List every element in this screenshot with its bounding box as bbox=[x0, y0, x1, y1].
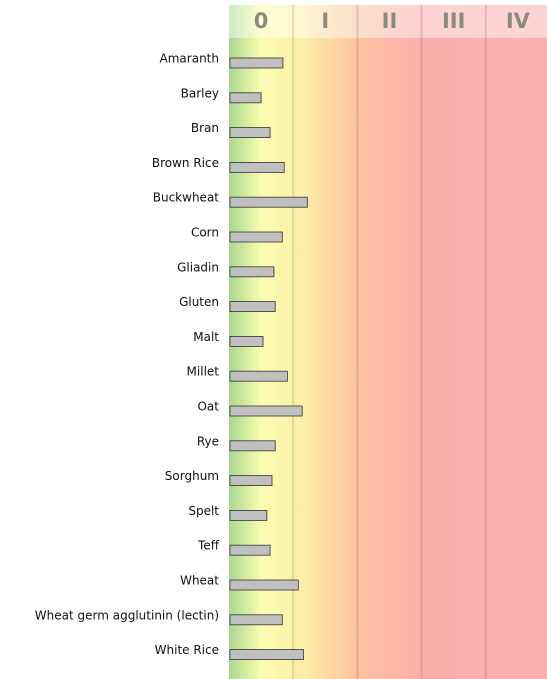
category-label: Oat bbox=[197, 400, 219, 414]
background bbox=[229, 5, 547, 679]
bar bbox=[229, 266, 275, 278]
x-tick-label: I bbox=[321, 9, 329, 33]
bar bbox=[229, 335, 264, 347]
x-tick-label: 0 bbox=[254, 9, 269, 33]
x-tick-label: IV bbox=[506, 9, 531, 33]
category-label: Brown Rice bbox=[152, 156, 219, 170]
category-label: Sorghum bbox=[165, 469, 219, 483]
category-label: Wheat germ agglutinin (lectin) bbox=[35, 608, 219, 622]
category-label: Gluten bbox=[179, 295, 219, 309]
category-label: Barley bbox=[181, 86, 219, 100]
category-label: Corn bbox=[191, 226, 219, 240]
category-label: Spelt bbox=[188, 504, 219, 518]
bar bbox=[229, 440, 276, 452]
bar bbox=[229, 475, 273, 487]
bar bbox=[229, 127, 271, 138]
bar bbox=[229, 57, 284, 69]
category-label: Gliadin bbox=[177, 260, 219, 274]
category-label: Wheat bbox=[180, 574, 219, 588]
bar bbox=[229, 649, 304, 660]
x-tick-label: II bbox=[382, 9, 398, 33]
bar bbox=[229, 92, 262, 104]
bar bbox=[229, 231, 283, 243]
category-label: Teff bbox=[197, 539, 220, 553]
category-label: Buckwheat bbox=[153, 191, 220, 205]
category-label: Amaranth bbox=[160, 52, 219, 66]
bar bbox=[229, 405, 303, 417]
bar bbox=[229, 544, 271, 556]
header-band bbox=[229, 5, 547, 38]
x-tick-label: III bbox=[442, 9, 465, 33]
category-label: Bran bbox=[191, 121, 219, 135]
bar bbox=[229, 614, 283, 626]
category-label: White Rice bbox=[155, 643, 219, 657]
bar bbox=[229, 196, 308, 208]
bar bbox=[229, 509, 268, 521]
bar bbox=[229, 370, 288, 382]
category-label: Rye bbox=[197, 434, 219, 448]
bar bbox=[229, 301, 276, 313]
bar bbox=[229, 579, 299, 591]
category-label: Malt bbox=[193, 330, 219, 344]
bar bbox=[229, 161, 285, 173]
category-label: Millet bbox=[187, 365, 220, 379]
